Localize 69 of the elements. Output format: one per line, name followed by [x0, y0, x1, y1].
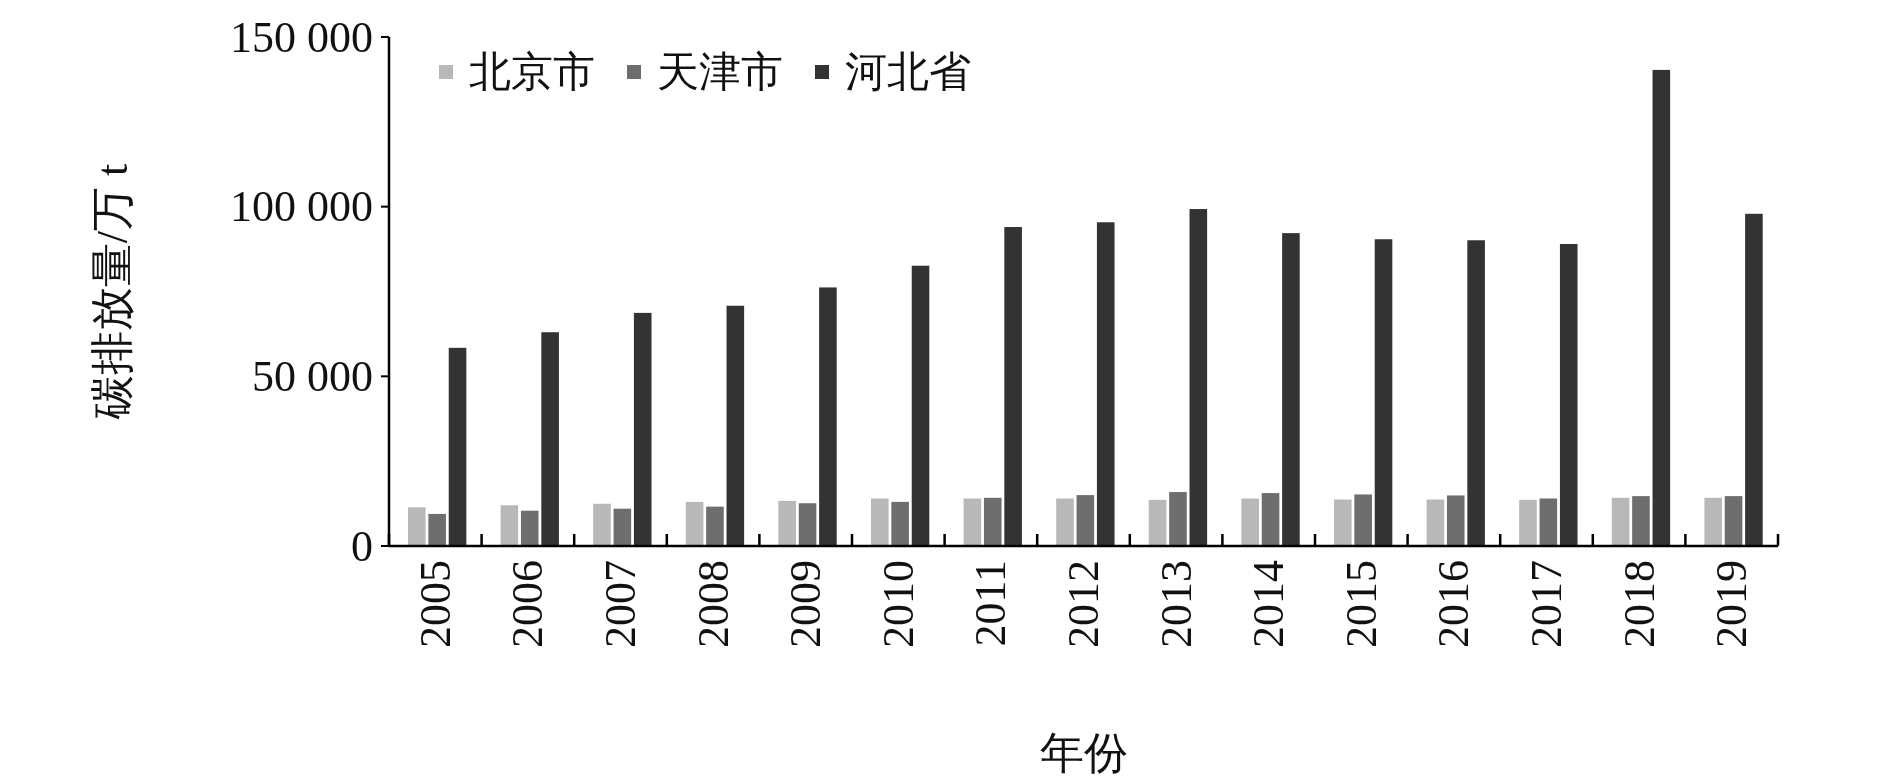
bar: [500, 505, 519, 546]
bar: [1004, 227, 1022, 546]
bar: [911, 265, 930, 546]
x-tick-label: 2015: [1336, 560, 1386, 648]
y-axis-title: 碳排放量/万 t: [87, 163, 137, 421]
bar: [1148, 499, 1167, 546]
y-tick-label: 100 000: [230, 182, 373, 232]
bar: [1189, 209, 1208, 546]
bar: [593, 503, 611, 546]
legend-label: 天津市: [657, 49, 783, 95]
bar: [1519, 499, 1537, 546]
bar: [1611, 497, 1630, 546]
bar: [1076, 495, 1095, 546]
x-tick-label: 2019: [1707, 560, 1757, 648]
bar: [870, 498, 889, 546]
bar: [819, 287, 837, 546]
y-tick-label: 50 000: [252, 351, 373, 401]
x-tick-label: 2016: [1429, 560, 1479, 648]
bar: [1652, 69, 1671, 546]
bar: [1096, 222, 1115, 546]
y-tick-label: 0: [351, 521, 373, 571]
x-tick-label: 2009: [781, 560, 831, 648]
bar: [1724, 496, 1743, 546]
bar: [1282, 233, 1300, 546]
legend-label: 河北省: [845, 49, 971, 95]
bar: [613, 508, 632, 546]
bar: [1632, 496, 1650, 546]
x-tick-label: 2014: [1244, 560, 1294, 648]
x-tick-label: 2018: [1614, 560, 1664, 648]
bar: [1539, 498, 1558, 546]
x-tick-label: 2006: [503, 560, 553, 648]
bar: [1559, 243, 1578, 546]
bar: [520, 510, 539, 546]
x-tick-label: 2007: [596, 560, 645, 648]
x-tick-label: 2010: [873, 560, 923, 648]
bar: [1169, 492, 1187, 546]
bar: [1745, 213, 1763, 546]
legend-label: 北京市: [469, 49, 595, 95]
bar: [726, 305, 745, 546]
bar: [1333, 499, 1352, 546]
x-tick-label: 2011: [966, 560, 1016, 647]
bar: [1354, 494, 1372, 546]
bar: [1426, 499, 1445, 546]
bar: [407, 507, 426, 546]
x-tick-label: 2012: [1059, 560, 1108, 648]
x-axis-title: 年份: [1039, 729, 1128, 778]
x-tick-label: 2013: [1151, 560, 1201, 648]
bar: [798, 503, 817, 546]
bar: [963, 498, 982, 546]
bar: [1704, 497, 1722, 546]
bar: [1467, 240, 1485, 546]
bar: [891, 501, 909, 546]
bar: [983, 497, 1002, 546]
bar: [541, 332, 559, 546]
bar: [778, 500, 796, 546]
y-tick-label: 150 000: [230, 12, 373, 62]
bar: [1374, 239, 1393, 546]
bar: [428, 513, 446, 546]
bar: [685, 501, 704, 546]
x-tick-label: 2008: [688, 560, 738, 648]
x-tick-label: 2017: [1522, 560, 1571, 648]
bar: [1446, 495, 1465, 546]
bar: [1261, 493, 1280, 546]
bar: [706, 506, 724, 546]
bar: [1241, 498, 1259, 546]
bar: [448, 347, 467, 546]
bar: [633, 312, 652, 546]
x-tick-label: 2005: [410, 560, 460, 648]
bar: [1056, 498, 1074, 546]
